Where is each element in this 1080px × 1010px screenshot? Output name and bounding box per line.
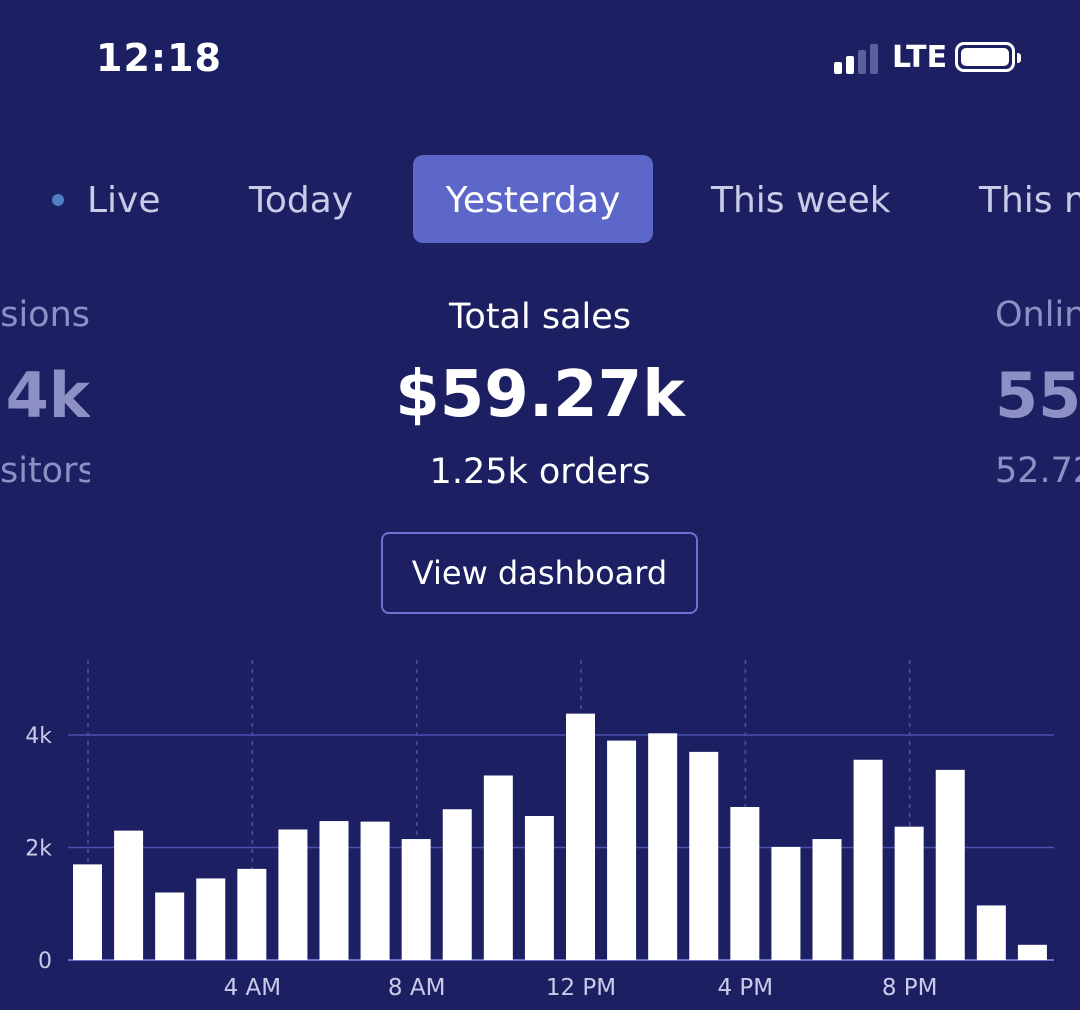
signal-bars-icon [834,42,882,74]
live-dot-icon [52,194,64,206]
tab-yesterday[interactable]: Yesterday [413,155,653,243]
chart-bar [442,809,472,960]
chart-bar [401,839,431,960]
chart-bar [1017,944,1047,960]
metric-value: 4k [5,359,90,432]
chart-bar [976,905,1006,960]
x-tick-label: 8 AM [388,975,446,1001]
tab-yesterday-label: Yesterday [445,180,621,221]
chart-bar [319,821,349,960]
tab-this-month[interactable]: This m [979,180,1080,221]
chart-bar [812,839,842,960]
chart-bar [155,892,185,960]
chart-bar [73,864,102,960]
chart-bar [689,751,719,960]
metric-subtext: 52.72 [995,451,1080,491]
tab-today[interactable]: Today [249,180,354,221]
chart-bar [648,733,678,960]
chart-bar [278,829,308,960]
chart-bar [566,713,595,960]
metric-value: 55 [995,359,1080,432]
tab-this-week[interactable]: This week [711,180,891,221]
chart-bar [237,868,267,960]
total-sales-label: Total sales [448,297,632,337]
x-tick-label: 4 PM [717,975,773,1001]
total-sales-value: $59.27k [395,358,685,432]
metric-subtext: sitors [0,451,90,491]
view-dashboard-button[interactable]: View dashboard [381,532,698,614]
sales-bar-chart: 0 2k 4k 4 AM 8 AM 12 PM 4 PM 8 PM [25,660,1054,1001]
battery-icon [955,42,1021,72]
network-label: LTE [892,40,948,75]
status-time: 12:18 [96,36,222,80]
chart-bar [360,821,390,960]
chart-bar [607,740,637,960]
chart-bar [853,759,883,960]
metric-label: sions [0,295,90,335]
chart-bar [771,846,801,960]
tab-live[interactable]: Live [87,180,161,221]
chart-bar [894,826,924,960]
chart-bar [524,816,554,960]
chart-bar [935,769,965,960]
x-tick-label: 12 PM [546,975,616,1001]
chart-bar [483,775,513,960]
metric-card-sessions[interactable]: sions 4k sitors [0,295,90,491]
y-tick-label: 2k [25,837,52,862]
y-tick-label: 0 [38,949,52,974]
orders-count: 1.25k orders [429,452,651,492]
metric-card-online-store[interactable]: Onlin 55 52.72 [995,295,1080,491]
x-tick-label: 4 AM [224,975,282,1001]
y-tick-label: 4k [25,724,52,749]
chart-bar [114,830,144,960]
x-tick-label: 8 PM [882,975,938,1001]
chart-bar [196,878,226,960]
chart-bar [730,807,760,960]
metric-label: Onlin [995,295,1080,335]
